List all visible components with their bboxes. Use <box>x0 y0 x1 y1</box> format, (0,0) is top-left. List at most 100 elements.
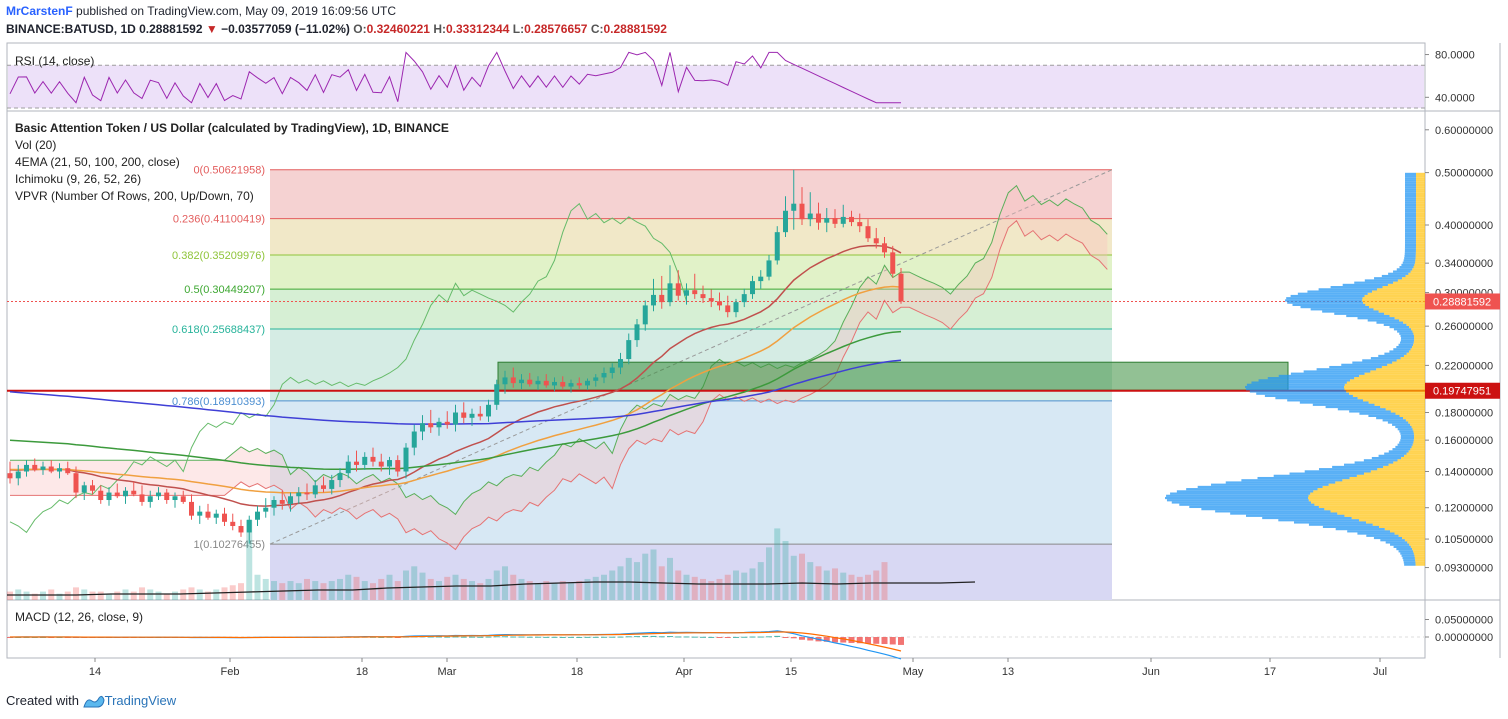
volume-bar <box>625 557 632 600</box>
vpvr-down-bar <box>1351 516 1425 520</box>
volume-bar <box>675 570 682 600</box>
vpvr-up-bar <box>1393 348 1411 351</box>
vpvr-down-bar <box>1310 492 1425 495</box>
volume-bar <box>353 576 360 600</box>
vpvr-up-bar <box>1405 208 1416 211</box>
volume-bar <box>469 581 475 600</box>
vpvr-legend[interactable]: VPVR (Number Of Rows, 200, Up/Down, 70) <box>15 189 254 203</box>
vpvr-down-bar <box>1342 479 1425 482</box>
candle-body <box>139 494 145 502</box>
vpvr-down-bar <box>1413 439 1425 442</box>
macd-legend[interactable]: MACD (12, 26, close, 9) <box>15 610 144 624</box>
vpvr-up-bar <box>1170 492 1311 495</box>
vpvr-down-bar <box>1414 554 1425 557</box>
vpvr-down-bar <box>1313 490 1425 493</box>
vpvr-up-bar <box>1404 254 1416 258</box>
vpvr-down-bar <box>1414 436 1425 440</box>
candle-body <box>57 468 62 472</box>
vpvr-up-bar <box>1399 430 1414 433</box>
vpvr-down-bar <box>1344 385 1425 389</box>
vpvr-up-bar <box>1303 370 1371 373</box>
vpvr-up-bar <box>1396 345 1413 349</box>
vpvr-up-bar <box>1405 192 1416 195</box>
candle-body <box>73 473 79 493</box>
macd-tick-label: 0.00000000 <box>1435 632 1493 644</box>
low-value: 0.28576657 <box>524 22 588 36</box>
vpvr-up-bar <box>1404 237 1416 240</box>
candle-body <box>147 496 153 502</box>
fib-level-label: 1(0.10276455) <box>193 539 265 551</box>
vpvr-down-bar <box>1356 474 1425 477</box>
vpvr-up-bar <box>1354 281 1394 284</box>
volume-bar <box>691 576 698 600</box>
candle-body <box>816 213 821 223</box>
vpvr-up-bar <box>1367 319 1400 322</box>
vpvr-up-bar <box>1267 377 1355 380</box>
ema-legend[interactable]: 4EMA (21, 50, 100, 200, close) <box>15 155 180 169</box>
vpvr-up-bar <box>1366 534 1399 537</box>
volume-bar <box>477 583 484 600</box>
volume-legend[interactable]: Vol (20) <box>15 138 57 152</box>
vpvr-up-bar <box>1402 261 1415 264</box>
ichimoku-cloud <box>10 185 1108 550</box>
symbol-header: BINANCE:BATUSD, 1D 0.28881592 ▼ −0.03577… <box>6 22 667 36</box>
vpvr-down-bar <box>1414 339 1425 342</box>
candle-body <box>667 283 673 303</box>
candle-body <box>106 492 112 501</box>
ichimoku-legend[interactable]: Ichimoku (9, 26, 52, 26) <box>15 172 142 186</box>
vpvr-down-bar <box>1402 536 1425 540</box>
vpvr-down-bar <box>1367 292 1425 295</box>
vpvr-down-bar <box>1405 274 1425 278</box>
time-tick-label: 13 <box>1002 666 1014 678</box>
vpvr-down-bar <box>1414 434 1425 437</box>
volume-bar <box>295 583 302 600</box>
vpvr-up-bar <box>1388 450 1409 453</box>
vpvr-up-bar <box>1362 359 1397 362</box>
vpvr-down-bar <box>1416 210 1425 213</box>
vpvr-down-bar <box>1346 390 1425 393</box>
vpvr-up-bar <box>1396 548 1413 551</box>
price-tick-label: 0.12000000 <box>1435 503 1493 515</box>
last-price: 0.28881592 <box>139 22 203 36</box>
vpvr-up-bar <box>1405 212 1416 215</box>
vpvr-up-bar <box>1404 257 1416 260</box>
volume-bar <box>130 591 137 600</box>
candle-body <box>873 238 879 244</box>
author-link[interactable]: MrCarstenF <box>6 4 73 18</box>
vpvr-down-bar <box>1416 194 1425 198</box>
vpvr-up-bar <box>1300 306 1369 309</box>
vpvr-up-bar <box>1285 299 1363 302</box>
vpvr-up-bar <box>1404 228 1416 231</box>
volume-bar <box>526 581 533 600</box>
vpvr-down-bar <box>1377 468 1425 471</box>
tradingview-brand[interactable]: TradingView <box>104 693 177 708</box>
rsi-legend[interactable]: RSI (14, close) <box>15 54 95 68</box>
vpvr-up-bar <box>1166 499 1309 502</box>
vpvr-up-bar <box>1405 179 1416 182</box>
vpvr-up-bar <box>1398 550 1414 553</box>
macd-histogram-bar <box>856 637 863 644</box>
vpvr-up-bar <box>1230 512 1338 515</box>
vpvr-up-bar <box>1392 423 1411 426</box>
symbol-name: BINANCE:BATUSD, 1D <box>6 22 136 36</box>
vpvr-up-bar <box>1246 383 1345 386</box>
vpvr-down-bar <box>1381 365 1425 369</box>
vpvr-up-bar <box>1357 532 1395 535</box>
vpvr-up-bar <box>1364 279 1398 282</box>
candle-body <box>420 423 425 432</box>
vpvr-down-bar <box>1413 430 1425 433</box>
vpvr-down-bar <box>1346 381 1425 384</box>
vpvr-up-bar <box>1376 417 1404 420</box>
vpvr-down-bar <box>1397 459 1425 462</box>
vpvr-up-bar <box>1380 539 1405 542</box>
vpvr-up-bar <box>1374 277 1403 280</box>
last-price-tag <box>1425 293 1500 310</box>
candle-body <box>692 290 698 295</box>
volume-bar <box>741 572 748 600</box>
vpvr-up-bar <box>1404 239 1416 242</box>
vpvr-up-bar <box>1325 405 1381 409</box>
vpvr-down-bar <box>1380 405 1425 409</box>
main-legend[interactable]: Basic Attention Token / US Dollar (calcu… <box>15 121 449 135</box>
macd-signal-line <box>10 631 902 652</box>
